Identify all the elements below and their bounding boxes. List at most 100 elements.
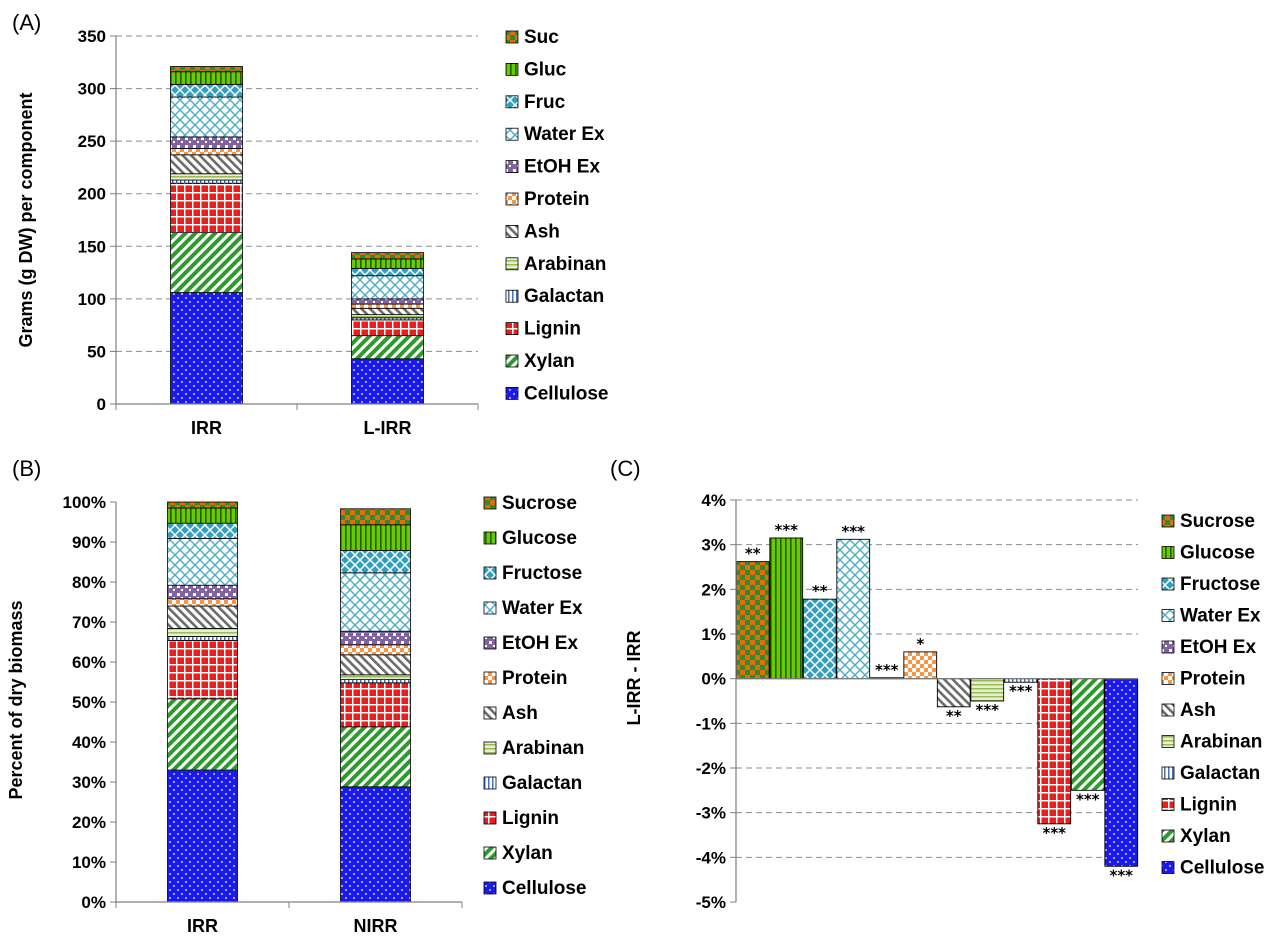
y-tick-label: 300 <box>78 80 106 99</box>
legend-label-arabinan: Arabinan <box>524 254 606 275</box>
legend-label-water-ex: Water Ex <box>524 124 605 145</box>
legend-label-ash: Ash <box>1180 700 1216 721</box>
bar-segment-nirr-glucose <box>340 524 411 551</box>
legend-label-etoh-ex: EtOH Ex <box>524 157 600 178</box>
significance-galactan: *** <box>1009 682 1033 700</box>
panel-a-label: (A) <box>12 10 41 35</box>
bar-segment-irr-lignin <box>170 182 243 234</box>
panel-c-label: (C) <box>610 456 641 481</box>
legend-label-galactan: Galactan <box>1180 763 1260 784</box>
legend-swatch-water-ex <box>483 601 497 615</box>
bar-segment-irr-protein <box>170 148 243 156</box>
bar-segment-nirr-sucrose <box>340 508 411 526</box>
bar-segment-l-irr-water-ex <box>351 275 424 300</box>
legend-swatch-fructose <box>1161 577 1175 591</box>
legend-swatch-glucose <box>1161 546 1175 559</box>
legend-label-protein: Protein <box>1180 669 1245 690</box>
legend-swatch-protein <box>505 192 519 206</box>
significance-xylan: *** <box>1076 790 1100 808</box>
significance-protein: * <box>916 635 924 653</box>
y-tick-label: -1% <box>696 714 726 733</box>
bar-segment-nirr-protein <box>340 644 411 656</box>
legend-swatch-lignin <box>483 811 497 825</box>
panel-a-axes: 0 50 100 150 200 250 300 350 IRR L-IRR <box>78 27 479 438</box>
bar-segment-irr-water-ex <box>170 96 243 138</box>
legend-swatch-xylan <box>483 846 497 860</box>
legend-label-lignin: Lignin <box>524 319 581 340</box>
legend-label-arabinan: Arabinan <box>1180 732 1262 753</box>
panel-b-label: (B) <box>12 456 41 481</box>
legend-swatch-suc <box>505 30 519 44</box>
bar-segment-l-irr-cellulose <box>351 358 424 405</box>
y-tick-label: 90% <box>72 533 106 552</box>
significance-etoh-ex: *** <box>875 661 899 679</box>
legend-label-gluc: Gluc <box>524 59 567 80</box>
legend-label-fructose: Fructose <box>1180 574 1260 595</box>
bar-segment-nirr-lignin <box>340 682 411 728</box>
legend-label-cellulose: Cellulose <box>1180 858 1264 879</box>
y-tick-label: 70% <box>72 613 106 632</box>
legend-swatch-ash <box>505 224 519 238</box>
significance-ash: ** <box>946 707 962 725</box>
legend-swatch-gluc <box>505 63 519 76</box>
legend-label-lignin: Lignin <box>1180 795 1237 816</box>
legend-swatch-etoh-ex <box>1161 640 1175 654</box>
panel-b-axes: 0% 10% 20% 30% 40% 50% 60% 70% 80% 90% 100% IRR NIRR <box>63 493 463 936</box>
panel-a: (A) 0 50 100 150 200 250 300 350 IRR L-IRR Grams … <box>12 10 608 438</box>
diff-bar-fructose <box>802 598 837 680</box>
legend-label-fructose: Fructose <box>502 563 582 584</box>
legend-swatch-lignin <box>505 322 519 336</box>
bar-segment-irr-cellulose <box>170 292 243 405</box>
significance-arabinan: *** <box>975 701 999 719</box>
legend-label-water-ex: Water Ex <box>502 598 583 619</box>
diff-bar-lignin <box>1037 678 1072 825</box>
x-category-label: L-IRR <box>364 418 412 438</box>
bar-segment-l-irr-suc <box>351 252 424 260</box>
significance-lignin: *** <box>1042 824 1066 842</box>
legend-label-suc: Suc <box>524 27 559 48</box>
bar-segment-nirr-etoh-ex <box>340 630 411 646</box>
panel-c-axes: -5% -4% -3% -2% -1% 0% 1% 2% 3% 4% <box>696 491 1138 912</box>
significance-cellulose: *** <box>1109 866 1133 884</box>
legend-label-protein: Protein <box>524 189 589 210</box>
bar-segment-irr-galactan <box>170 179 243 184</box>
bar-segment-l-irr-fruc <box>351 267 424 277</box>
legend-label-glucose: Glucose <box>502 528 577 549</box>
diff-bar-xylan <box>1070 678 1105 791</box>
bar-segment-nirr-fructose <box>340 550 411 574</box>
legend-swatch-sucrose <box>1161 514 1175 528</box>
diff-bar-protein <box>903 651 938 680</box>
bar-segment-irr-glucose <box>167 507 238 524</box>
legend-swatch-protein <box>1161 672 1175 685</box>
panel-b-bars <box>167 501 411 903</box>
diff-bar-arabinan <box>970 678 1005 702</box>
y-tick-label: 350 <box>78 27 106 46</box>
legend-label-galactan: Galactan <box>502 773 582 794</box>
panel-a-legend: Suc Gluc Fruc Water Ex EtOH Ex Protein Ash Arab… <box>505 27 608 404</box>
legend-label-ash: Ash <box>524 221 560 242</box>
bar-segment-irr-arabinan <box>167 628 238 637</box>
legend-swatch-xylan <box>505 354 519 368</box>
bar-segment-irr-arabinan <box>170 173 243 181</box>
legend-swatch-water-ex <box>1161 609 1175 622</box>
bar-segment-irr-xylan <box>167 698 238 771</box>
panel-b-legend: Sucrose Glucose Fructose Water Ex EtOH Ex Pro… <box>483 493 586 899</box>
legend-label-protein: Protein <box>502 668 567 689</box>
x-category-label: NIRR <box>354 916 398 936</box>
legend-swatch-lignin <box>1161 798 1175 811</box>
legend-swatch-xylan <box>1161 829 1175 843</box>
panel-a-bars <box>170 66 424 405</box>
bar-segment-irr-ash <box>167 605 238 629</box>
legend-swatch-galactan <box>505 289 519 303</box>
legend-label-fruc: Fruc <box>524 92 566 113</box>
legend-swatch-ash <box>1161 703 1175 717</box>
significance-glucose: *** <box>774 521 798 539</box>
significance-fructose: ** <box>812 582 828 600</box>
legend-swatch-galactan <box>483 776 497 790</box>
y-tick-label: 0% <box>81 893 106 912</box>
bar-segment-irr-xylan <box>170 232 243 293</box>
y-tick-label: 60% <box>72 653 106 672</box>
bar-segment-l-irr-protein <box>351 303 424 309</box>
legend-swatch-fruc <box>505 95 519 109</box>
